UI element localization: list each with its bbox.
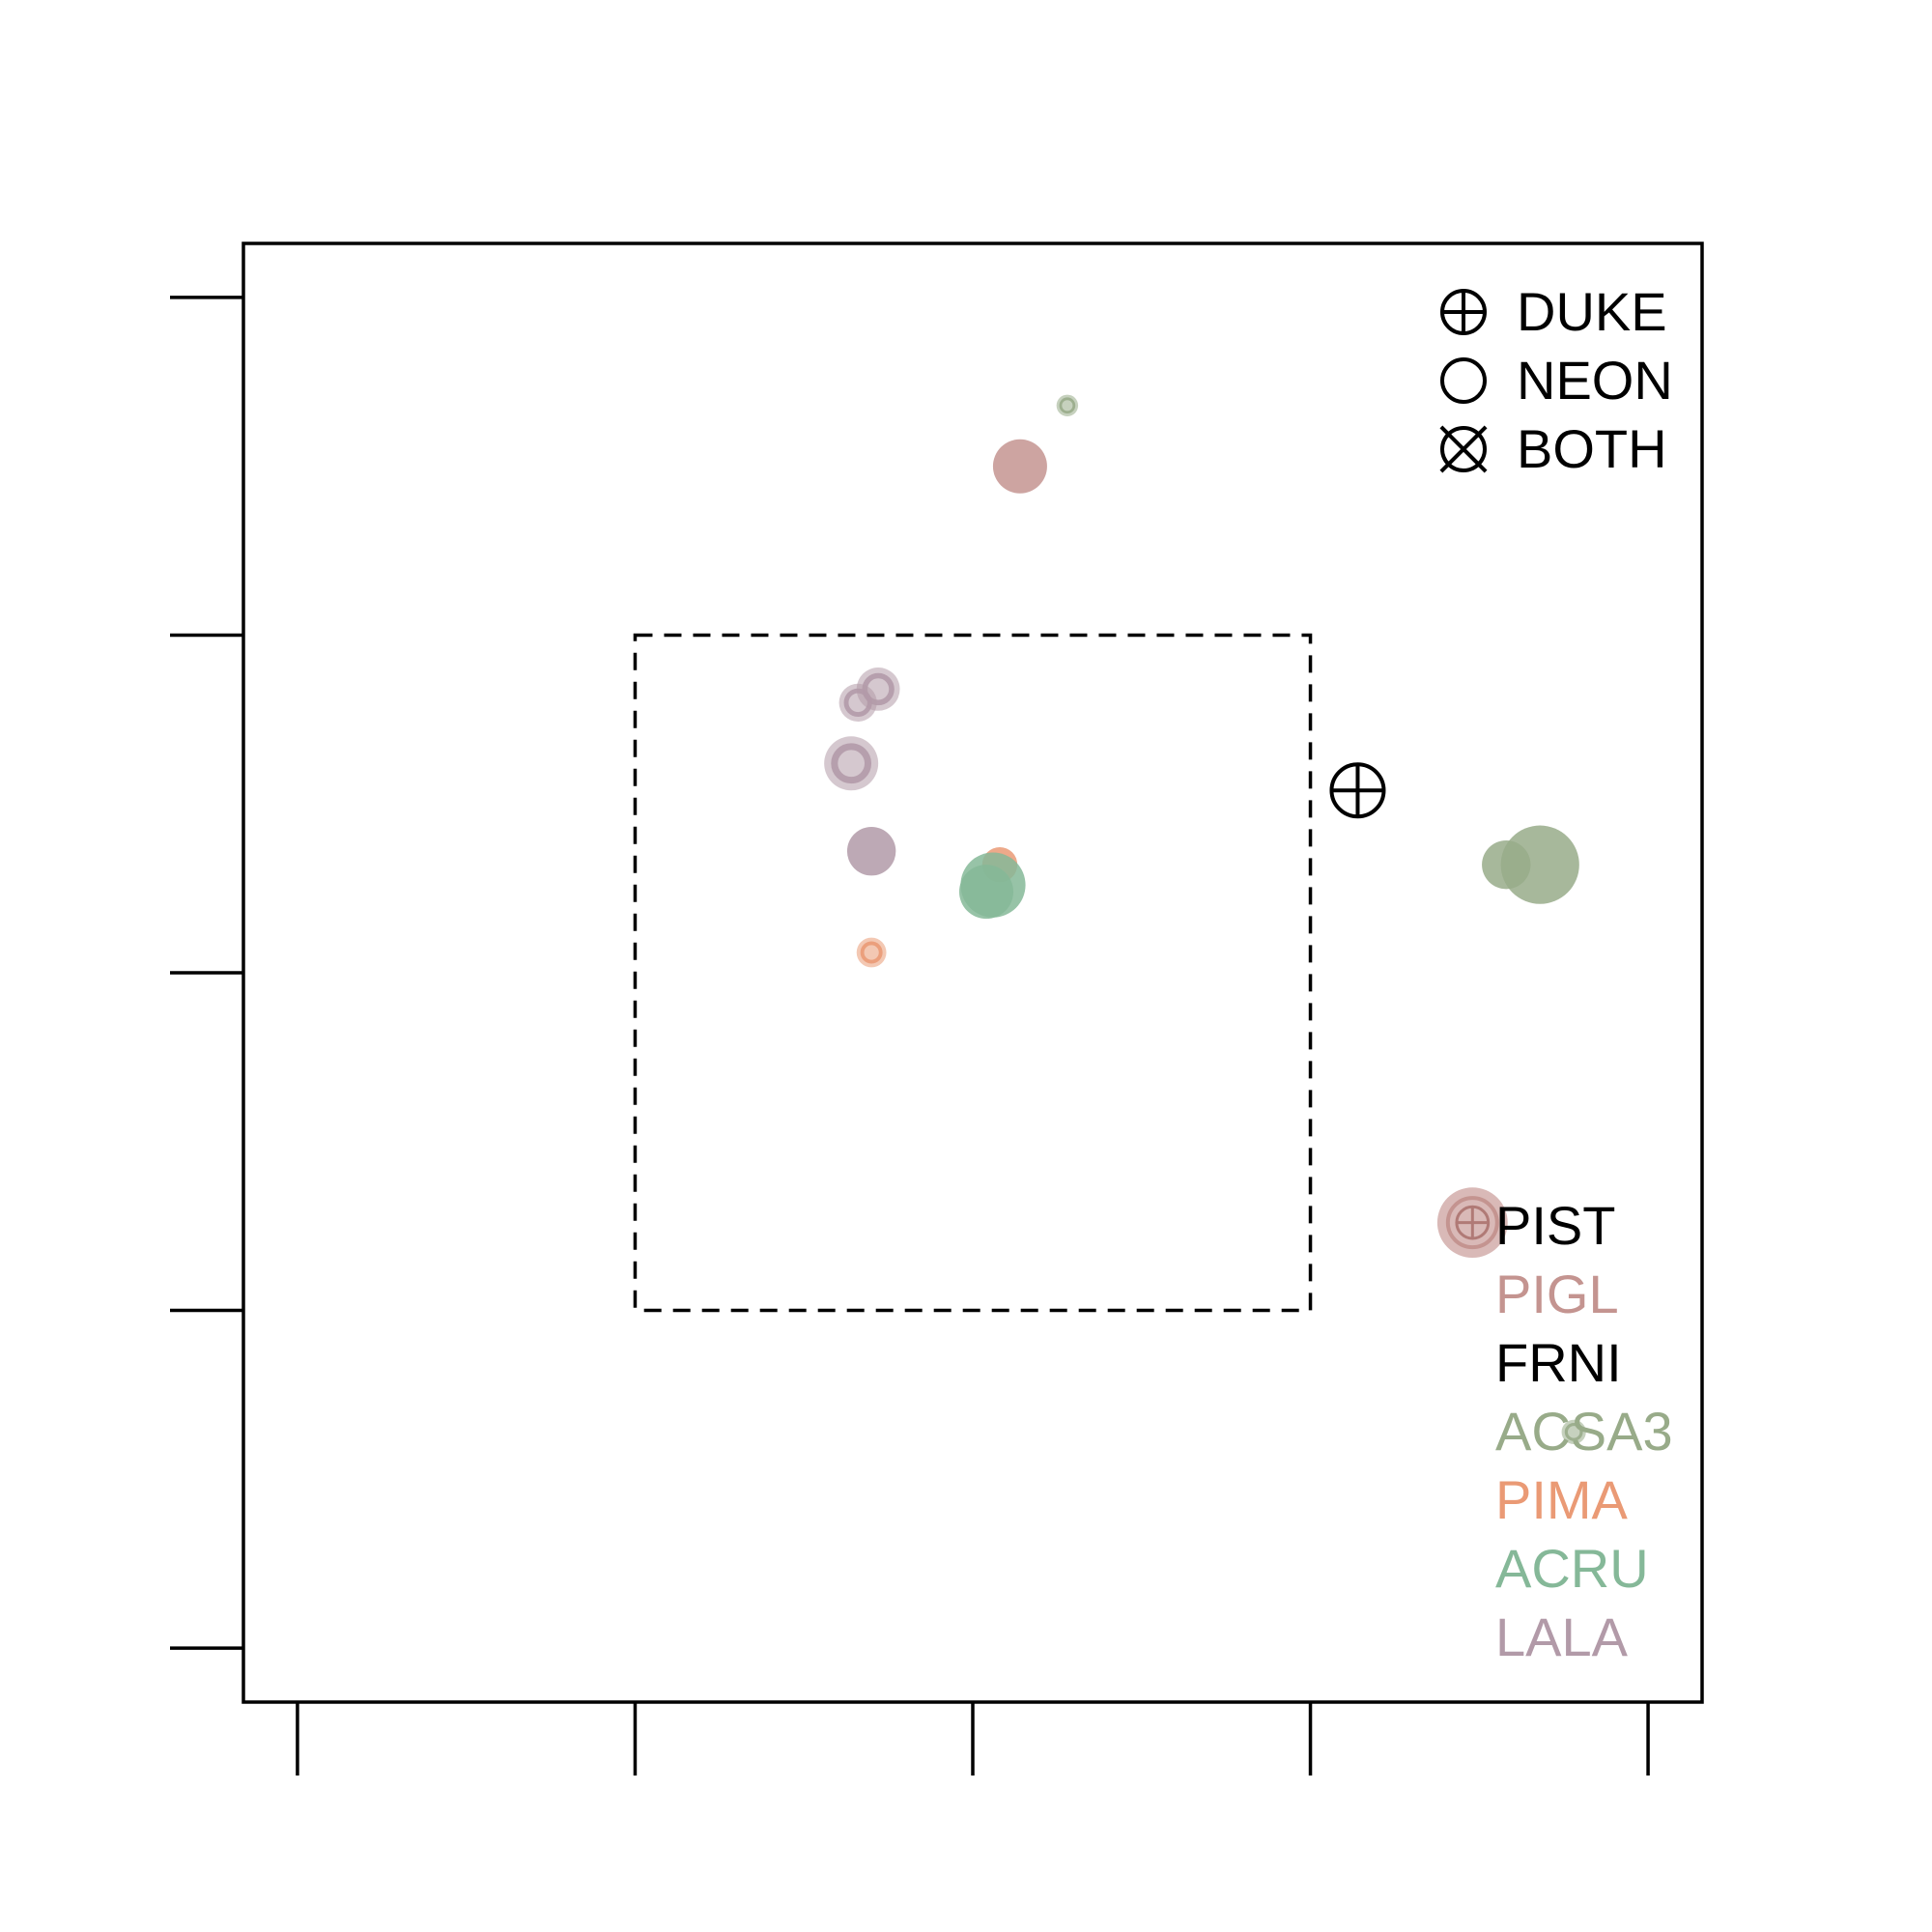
point-ring xyxy=(860,941,883,964)
shape-legend-label: BOTH xyxy=(1517,418,1667,479)
species-legend-label: ACRU xyxy=(1495,1538,1649,1599)
shape-legend-symbol-duke xyxy=(1440,289,1487,335)
data-point-pima xyxy=(856,937,887,968)
point-ring xyxy=(1059,397,1076,414)
shape-legend-label: DUKE xyxy=(1517,281,1667,342)
axes-layer xyxy=(170,242,1704,1776)
data-point-lala xyxy=(846,826,896,876)
plot-frame xyxy=(242,242,1704,1704)
data-point-acsa3 xyxy=(1561,1419,1586,1444)
shape-legend-symbol-both xyxy=(1439,425,1488,473)
shape-legend-symbol-neon xyxy=(1440,357,1487,404)
point-ring xyxy=(1445,1196,1499,1250)
point-cross-b xyxy=(1439,425,1488,473)
data-point-pist xyxy=(1329,762,1386,819)
point-fill xyxy=(992,439,1047,494)
reference-box-layer xyxy=(633,633,1313,1313)
data-point-lala xyxy=(838,683,877,722)
data-point-pigl xyxy=(992,439,1047,494)
reference-box xyxy=(633,633,1313,1313)
point-fill xyxy=(958,865,1013,920)
data-point-pigl xyxy=(1436,1187,1508,1259)
point-fill xyxy=(1500,825,1579,904)
point-ring xyxy=(1564,1422,1583,1441)
point-ring xyxy=(1440,357,1487,404)
data-point-acsa3 xyxy=(1500,825,1579,904)
point-ring xyxy=(843,688,872,717)
data-points-layer xyxy=(824,394,1586,1444)
species-legend-label: LALA xyxy=(1495,1606,1629,1667)
point-fill xyxy=(846,826,896,876)
species-legend-label: PIST xyxy=(1495,1195,1615,1256)
species-legend-label: FRNI xyxy=(1495,1332,1622,1393)
data-point-acru xyxy=(958,865,1013,920)
data-point-acsa3 xyxy=(1056,394,1079,416)
species-legend-label: PIGL xyxy=(1495,1264,1619,1324)
species-legend-label: ACSA3 xyxy=(1495,1401,1673,1462)
point-ring xyxy=(831,743,872,784)
point-ring xyxy=(1440,426,1487,472)
shape-legend-label: NEON xyxy=(1517,350,1673,411)
legend-layer: DUKE NEON BOTH PIST PIGL FRNI ACSA3 PIMA ACRU LAL… xyxy=(1439,281,1673,1667)
species-legend-label: PIMA xyxy=(1495,1469,1629,1530)
data-point-lala xyxy=(824,736,879,791)
